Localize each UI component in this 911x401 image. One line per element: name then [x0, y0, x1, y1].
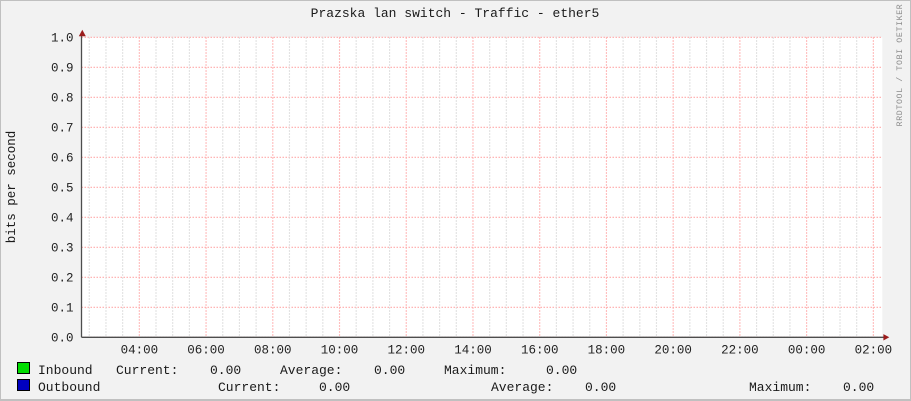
svg-text:18:00: 18:00 — [588, 343, 626, 357]
svg-text:bits per second: bits per second — [5, 131, 19, 244]
svg-text:0.6: 0.6 — [51, 151, 74, 165]
svg-text:RRDTOOL / TOBI OETIKER: RRDTOOL / TOBI OETIKER — [895, 4, 905, 127]
svg-text:16:00: 16:00 — [521, 343, 559, 357]
svg-text:10:00: 10:00 — [321, 343, 359, 357]
svg-text:04:00: 04:00 — [121, 343, 159, 357]
svg-text:0.9: 0.9 — [51, 61, 74, 75]
svg-text:0.0: 0.0 — [51, 331, 74, 345]
svg-text:00:00: 00:00 — [788, 343, 826, 357]
svg-text:20:00: 20:00 — [654, 343, 692, 357]
svg-text:22:00: 22:00 — [721, 343, 759, 357]
svg-text:0.5: 0.5 — [51, 181, 74, 195]
svg-text:0.4: 0.4 — [51, 211, 74, 225]
svg-text:0.1: 0.1 — [51, 301, 74, 315]
svg-text:12:00: 12:00 — [387, 343, 425, 357]
svg-text:14:00: 14:00 — [454, 343, 492, 357]
svg-text:1.0: 1.0 — [51, 31, 74, 45]
svg-text:08:00: 08:00 — [254, 343, 292, 357]
svg-text:06:00: 06:00 — [187, 343, 225, 357]
svg-text:0.3: 0.3 — [51, 241, 74, 255]
svg-text:0.8: 0.8 — [51, 91, 74, 105]
svg-text:Prazska lan switch - Traffic -: Prazska lan switch - Traffic - ether5 — [311, 6, 600, 21]
svg-text:0.7: 0.7 — [51, 121, 74, 135]
svg-text:02:00: 02:00 — [855, 343, 893, 357]
svg-text:0.2: 0.2 — [51, 271, 74, 285]
